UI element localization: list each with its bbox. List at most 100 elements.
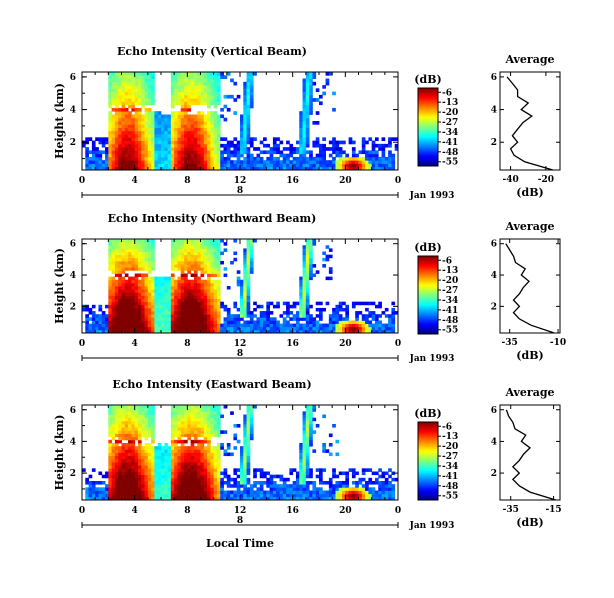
heatmap-cell <box>361 471 366 476</box>
heatmap-cell <box>240 150 244 155</box>
heatmap-cell <box>154 462 159 466</box>
heatmap-cell <box>141 424 145 428</box>
heatmap-cell <box>348 487 353 491</box>
heatmap-cell <box>128 289 132 293</box>
heatmap-cell <box>345 163 350 168</box>
heatmap-cell <box>348 496 353 501</box>
heatmap-cell <box>243 104 247 109</box>
heatmap-cell <box>137 257 142 262</box>
heatmap-cell <box>180 270 185 274</box>
heatmap-cell <box>105 317 109 321</box>
heatmap-cell <box>128 85 132 89</box>
heatmap-cell <box>141 468 145 472</box>
heatmap-cell <box>355 326 359 331</box>
heatmap-cell <box>351 320 356 324</box>
heatmap-cell <box>256 493 261 498</box>
heatmap-cell <box>279 474 284 479</box>
heatmap-cell <box>269 326 274 331</box>
heatmap-cell <box>263 311 267 315</box>
heatmap-cell <box>124 477 129 482</box>
colorbar-step <box>418 103 438 106</box>
heatmap-cell <box>207 282 211 287</box>
heatmap-cell <box>374 317 379 321</box>
heatmap-cell <box>269 323 274 328</box>
heatmap-cell <box>141 251 145 256</box>
heatmap-cell <box>164 143 168 148</box>
heatmap-cell <box>118 424 122 428</box>
heatmap-cell <box>131 75 136 79</box>
heatmap-cell <box>200 414 205 419</box>
heatmap-cell <box>305 414 310 419</box>
heatmap-cell <box>121 147 126 151</box>
heatmap-cell <box>338 307 343 312</box>
heatmap-cell <box>345 477 350 482</box>
heatmap-cell <box>210 279 215 284</box>
heatmap-cell <box>220 260 224 265</box>
heatmap-cell <box>384 487 389 491</box>
heatmap-cell <box>193 251 198 256</box>
heatmap-cell <box>111 143 116 148</box>
heatmap-cell <box>193 150 198 155</box>
heatmap-cell <box>216 301 221 306</box>
heatmap-cell <box>180 289 185 293</box>
heatmap-cell <box>371 156 376 161</box>
heatmap-cell <box>203 242 208 246</box>
heatmap-cell <box>118 239 122 243</box>
heatmap-cell <box>147 468 152 472</box>
heatmap-cell <box>164 471 168 476</box>
heatmap-cell <box>302 114 307 119</box>
colorbar-step <box>418 91 438 95</box>
heatmap-cell <box>157 295 162 299</box>
heatmap-cell <box>190 477 195 482</box>
heatmap-cell <box>269 163 274 168</box>
heatmap-cell <box>124 286 129 290</box>
heatmap-cell <box>111 458 116 463</box>
heatmap-cell <box>193 295 198 299</box>
profile-x-tick-label: -20 <box>538 175 554 185</box>
heatmap-cell <box>161 301 165 306</box>
heatmap-cell <box>108 417 113 422</box>
heatmap-cell <box>180 481 185 485</box>
heatmap-cell <box>147 311 152 315</box>
heatmap-cell <box>170 462 175 466</box>
heatmap-cell <box>157 474 162 479</box>
heatmap-cell <box>187 121 192 125</box>
heatmap-cell <box>131 254 136 259</box>
heatmap-cell <box>299 276 303 281</box>
heatmap-cell <box>114 147 119 151</box>
heatmap-cell <box>213 140 218 145</box>
heatmap-cell <box>276 326 280 331</box>
heatmap-cell <box>114 72 119 76</box>
heatmap-cell <box>105 496 109 501</box>
heatmap-cell <box>137 140 142 145</box>
heatmap-cell <box>197 81 201 86</box>
heatmap-cell <box>292 481 297 485</box>
heatmap-cell <box>134 424 139 428</box>
heatmap-cell <box>184 242 188 246</box>
heatmap-cell <box>164 449 168 453</box>
heatmap-cell <box>190 427 195 431</box>
heatmap-cell <box>144 245 149 249</box>
heatmap-cell <box>361 487 366 491</box>
heatmap-cell <box>144 160 149 164</box>
heatmap-cell <box>269 493 274 498</box>
heatmap-cell <box>111 101 116 106</box>
heatmap-cell <box>151 94 155 99</box>
heatmap-cell <box>213 292 218 296</box>
heatmap-cell <box>101 150 106 155</box>
heatmap-cell <box>98 326 103 331</box>
heatmap-cell <box>243 88 247 92</box>
heatmap-cell <box>157 311 162 315</box>
heatmap-cell <box>134 449 139 453</box>
heatmap-cell <box>187 289 192 293</box>
heatmap-cell <box>338 329 343 334</box>
heatmap-cell <box>351 153 356 158</box>
profile-y-tick-label: 4 <box>491 437 497 447</box>
heatmap-cell <box>111 242 116 246</box>
heatmap-cell <box>121 114 126 119</box>
heatmap-cell <box>216 311 221 315</box>
heatmap-cell <box>365 468 369 472</box>
heatmap-cell <box>134 465 139 469</box>
heatmap-cell <box>368 493 373 498</box>
heatmap-cell <box>128 156 132 161</box>
